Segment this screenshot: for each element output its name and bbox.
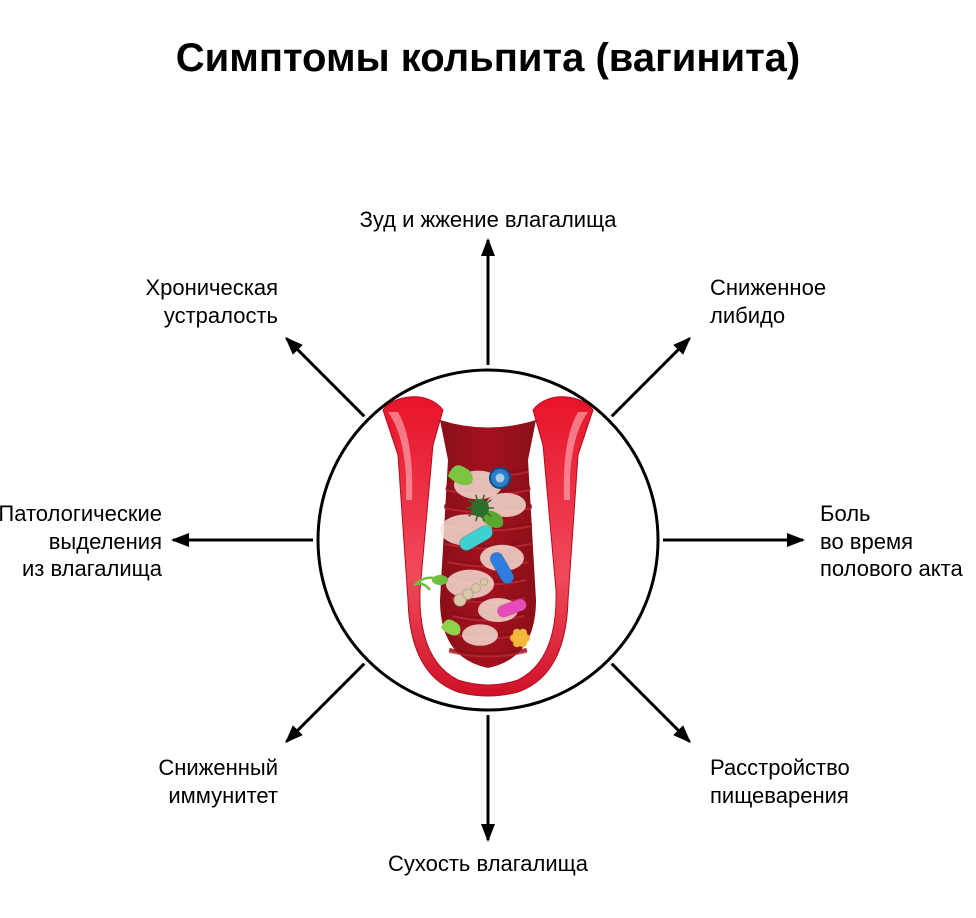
symptom-label-br: Расстройство пищеварения	[710, 754, 850, 809]
page-title: Симптомы кольпита (вагинита)	[0, 36, 976, 81]
symptom-label-tl: Хроническая устралость	[145, 274, 278, 329]
symptom-label-left: Патологические выделения из влагалища	[0, 500, 162, 583]
arrow-tr	[612, 338, 690, 416]
arrow-tl	[286, 338, 364, 416]
symptom-label-right: Боль во время полового акта	[820, 500, 963, 583]
radial-diagram: Зуд и жжение влагалища Сниженное либидо Бо…	[0, 140, 976, 900]
symptom-label-bottom: Сухость влагалища	[388, 850, 588, 878]
symptom-label-tr: Сниженное либидо	[710, 274, 826, 329]
arrow-br	[612, 664, 690, 742]
symptom-label-bl: Сниженный иммунитет	[158, 754, 278, 809]
arrow-bl	[286, 664, 364, 742]
symptom-label-top: Зуд и жжение влагалища	[360, 206, 617, 234]
